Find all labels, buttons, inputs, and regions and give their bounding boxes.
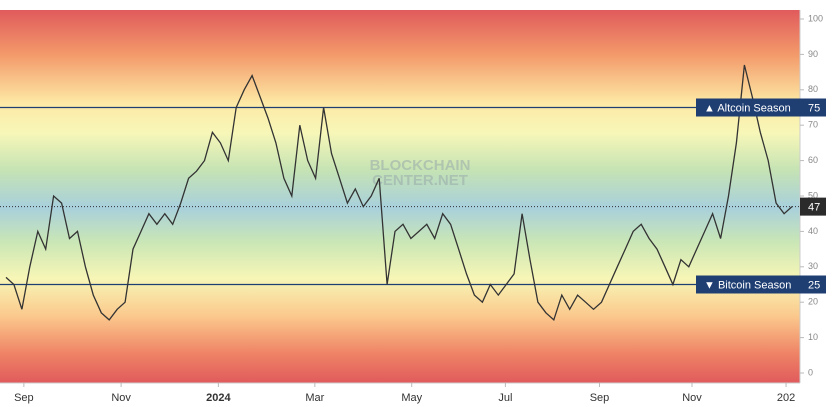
y-tick-label: 0: [808, 367, 813, 377]
y-tick-label: 90: [808, 49, 818, 59]
last-value-box: [800, 197, 826, 216]
reference-label: ▲ Altcoin Season: [704, 102, 791, 114]
y-tick-label: 50: [808, 190, 818, 200]
x-tick-label: Sep: [14, 392, 34, 404]
x-tick-label: 2024: [206, 392, 231, 404]
data-line: [5, 64, 793, 322]
reference-label-box: [696, 275, 826, 294]
x-tick-label: Nov: [111, 392, 131, 404]
y-tick-label: 30: [808, 261, 818, 271]
y-tick-label: 40: [808, 226, 818, 236]
reference-value: 25: [808, 279, 820, 291]
reference-label: ▼ Bitcoin Season: [704, 279, 791, 291]
reference-label-box: [696, 98, 826, 117]
y-tick-label: 70: [808, 120, 818, 130]
watermark: CENTER.NET: [372, 172, 468, 189]
plot-background: [0, 10, 800, 383]
y-tick-label: 20: [808, 297, 818, 307]
x-tick-label: Mar: [305, 392, 324, 404]
y-tick-label: 100: [808, 13, 823, 23]
y-tick-label: 10: [808, 332, 818, 342]
y-tick-label: 60: [808, 155, 818, 165]
x-tick-label: Jul: [498, 392, 512, 404]
x-tick-label: May: [401, 392, 422, 404]
x-tick-label: Nov: [682, 392, 702, 404]
watermark: BLOCKCHAIN: [370, 157, 471, 174]
last-value-label: 47: [808, 202, 820, 214]
x-tick-label: 202: [777, 392, 795, 404]
x-tick-label: Sep: [590, 392, 610, 404]
reference-value: 75: [808, 102, 820, 114]
y-tick-label: 80: [808, 84, 818, 94]
